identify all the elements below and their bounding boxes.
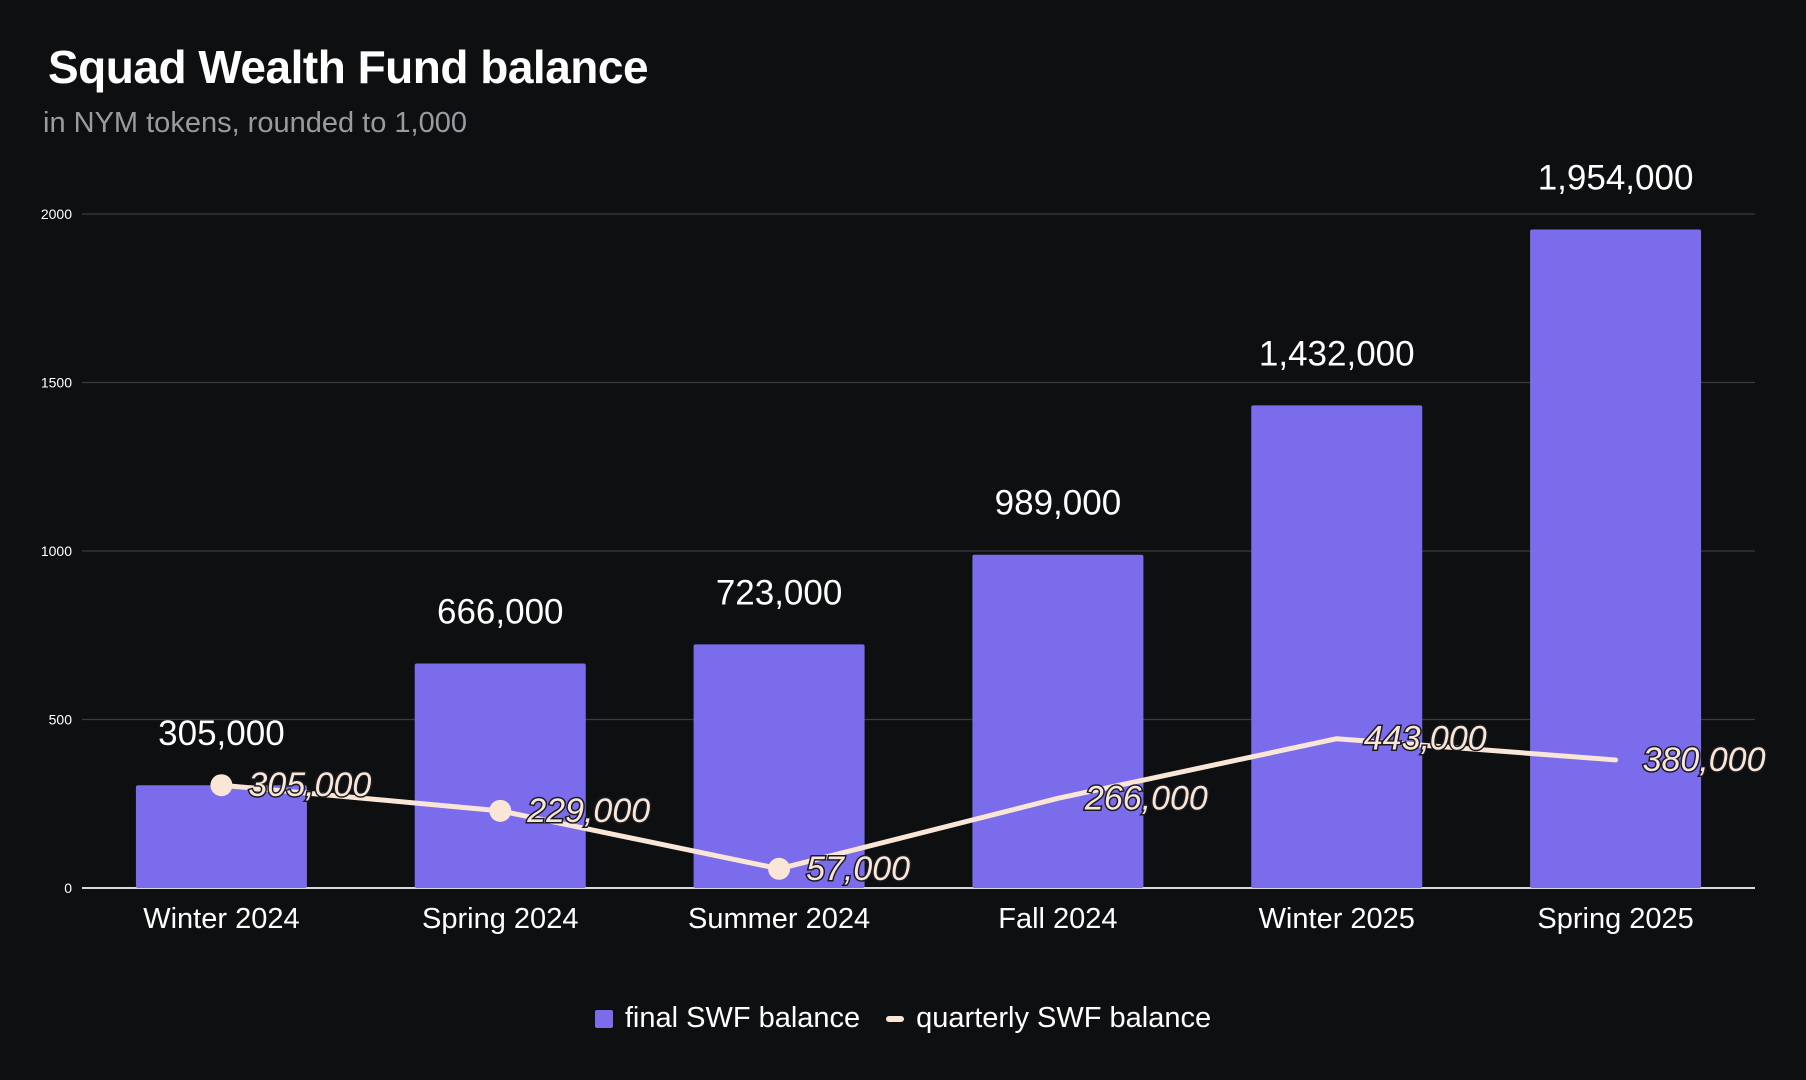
- y-tick-label: 1500: [41, 375, 72, 391]
- x-tick-label: Winter 2025: [1259, 903, 1415, 935]
- bar: [972, 554, 1144, 888]
- bar: [1251, 405, 1423, 888]
- bar-data-label: 666,000: [437, 593, 564, 632]
- legend-label-line-series: quarterly SWF balance: [916, 1002, 1212, 1034]
- bar-data-label: 1,432,000: [1259, 334, 1415, 373]
- bar-data-label: 723,000: [716, 573, 843, 612]
- x-tick-label: Summer 2024: [688, 903, 870, 935]
- x-tick-label: Winter 2024: [143, 903, 299, 935]
- legend-swatch-bar: [594, 1009, 613, 1028]
- line-data-label: 57,000: [806, 850, 910, 888]
- bar: [414, 663, 586, 888]
- y-tick-label: 1000: [41, 543, 72, 559]
- y-tick-label: 0: [64, 880, 72, 896]
- legend-label-bar-series: final SWF balance: [624, 1002, 861, 1034]
- line-series-path: [218, 736, 1619, 872]
- y-tick-label: 500: [49, 712, 73, 728]
- chart-legend: final SWF balance quarterly SWF balance: [0, 1002, 1806, 1035]
- y-tick-label: 2000: [41, 206, 72, 222]
- bar-data-label: 305,000: [158, 714, 285, 753]
- bar-data-label: 1,954,000: [1538, 159, 1694, 198]
- bar: [135, 785, 307, 888]
- line-data-label: 443,000: [1364, 720, 1487, 758]
- legend-item-bar-series[interactable]: final SWF balance: [594, 1002, 861, 1035]
- line-data-label: 229,000: [526, 792, 650, 830]
- line-data-label: 380,000: [1643, 741, 1766, 779]
- line-data-label: 305,000: [248, 766, 371, 804]
- x-tick-label: Spring 2024: [422, 903, 578, 935]
- line-data-label: 266,000: [1084, 779, 1208, 817]
- legend-swatch-line: [886, 1015, 905, 1022]
- line-point-marker: [489, 799, 512, 822]
- line-point-marker: [768, 857, 791, 880]
- bar: [693, 644, 865, 888]
- bar: [1530, 229, 1702, 888]
- x-tick-label: Spring 2025: [1537, 903, 1693, 935]
- chart-subtitle: in NYM tokens, rounded to 1,000: [43, 107, 467, 139]
- chart-title: Squad Wealth Fund balance: [48, 41, 649, 93]
- x-tick-label: Fall 2024: [998, 903, 1117, 935]
- bar-data-label: 989,000: [995, 484, 1122, 523]
- legend-item-line-series[interactable]: quarterly SWF balance: [886, 1002, 1211, 1035]
- line-point-marker: [210, 774, 233, 797]
